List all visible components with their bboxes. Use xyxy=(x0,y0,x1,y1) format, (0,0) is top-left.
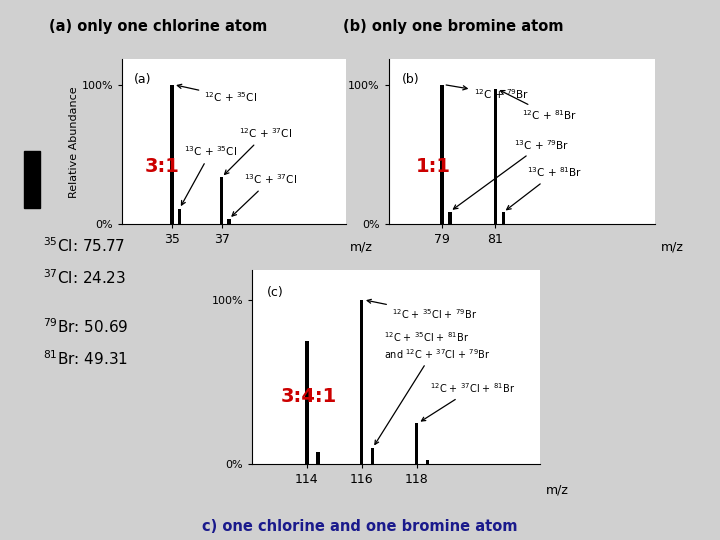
Text: $^{12}$C + $^{37}$Cl + $^{81}$Br: $^{12}$C + $^{37}$Cl + $^{81}$Br xyxy=(421,381,516,421)
Text: $^{79}$Br: 50.69: $^{79}$Br: 50.69 xyxy=(43,318,129,336)
Text: $^{12}$C + $^{35}$Cl + $^{81}$Br
and $^{12}$C + $^{37}$Cl + $^{79}$Br: $^{12}$C + $^{35}$Cl + $^{81}$Br and $^{… xyxy=(375,330,490,444)
Text: (a): (a) xyxy=(134,72,151,85)
Bar xyxy=(305,341,309,464)
Bar xyxy=(178,209,181,224)
Text: c) one chlorine and one bromine atom: c) one chlorine and one bromine atom xyxy=(202,519,518,534)
Bar xyxy=(171,85,174,224)
Text: $^{12}$C + $^{81}$Br: $^{12}$C + $^{81}$Br xyxy=(500,91,577,122)
Text: $^{37}$Cl: 24.23: $^{37}$Cl: 24.23 xyxy=(43,269,126,287)
Text: $^{12}$C + $^{37}$Cl: $^{12}$C + $^{37}$Cl xyxy=(225,126,292,174)
Bar xyxy=(316,452,320,464)
Text: m/z: m/z xyxy=(660,241,683,254)
Bar xyxy=(371,448,374,464)
Text: 3:4:1: 3:4:1 xyxy=(281,387,337,406)
Text: 3:1: 3:1 xyxy=(145,157,179,176)
Bar xyxy=(415,423,418,464)
Text: (c): (c) xyxy=(266,286,283,299)
Text: (b) only one bromine atom: (b) only one bromine atom xyxy=(343,19,564,35)
Text: $^{13}$C + $^{37}$Cl: $^{13}$C + $^{37}$Cl xyxy=(232,173,297,216)
Text: $^{12}$C + $^{35}$Cl + $^{79}$Br: $^{12}$C + $^{35}$Cl + $^{79}$Br xyxy=(367,299,477,321)
Text: (b): (b) xyxy=(402,72,420,85)
Text: 1:1: 1:1 xyxy=(415,157,451,176)
Text: m/z: m/z xyxy=(546,484,569,497)
Bar xyxy=(228,219,230,224)
Bar xyxy=(502,212,505,224)
Text: $^{13}$C + $^{81}$Br: $^{13}$C + $^{81}$Br xyxy=(507,166,582,210)
Bar xyxy=(494,89,497,224)
Text: m/z: m/z xyxy=(350,241,373,254)
Text: $^{35}$Cl: 75.77: $^{35}$Cl: 75.77 xyxy=(43,237,125,255)
Bar xyxy=(360,300,364,464)
Text: $^{13}$C + $^{35}$Cl: $^{13}$C + $^{35}$Cl xyxy=(181,145,238,205)
Bar xyxy=(220,177,223,224)
Bar xyxy=(426,460,429,464)
Text: $^{81}$Br: 49.31: $^{81}$Br: 49.31 xyxy=(43,350,128,368)
Text: $^{12}$C + $^{35}$Cl: $^{12}$C + $^{35}$Cl xyxy=(177,84,257,104)
Bar xyxy=(441,85,444,224)
Y-axis label: Relative Abundance: Relative Abundance xyxy=(69,86,79,198)
Bar xyxy=(449,212,452,224)
Text: $^{13}$C + $^{79}$Br: $^{13}$C + $^{79}$Br xyxy=(454,138,570,209)
Text: $^{12}$C + $^{79}$Br: $^{12}$C + $^{79}$Br xyxy=(446,85,529,102)
Text: (a) only one chlorine atom: (a) only one chlorine atom xyxy=(49,19,268,35)
